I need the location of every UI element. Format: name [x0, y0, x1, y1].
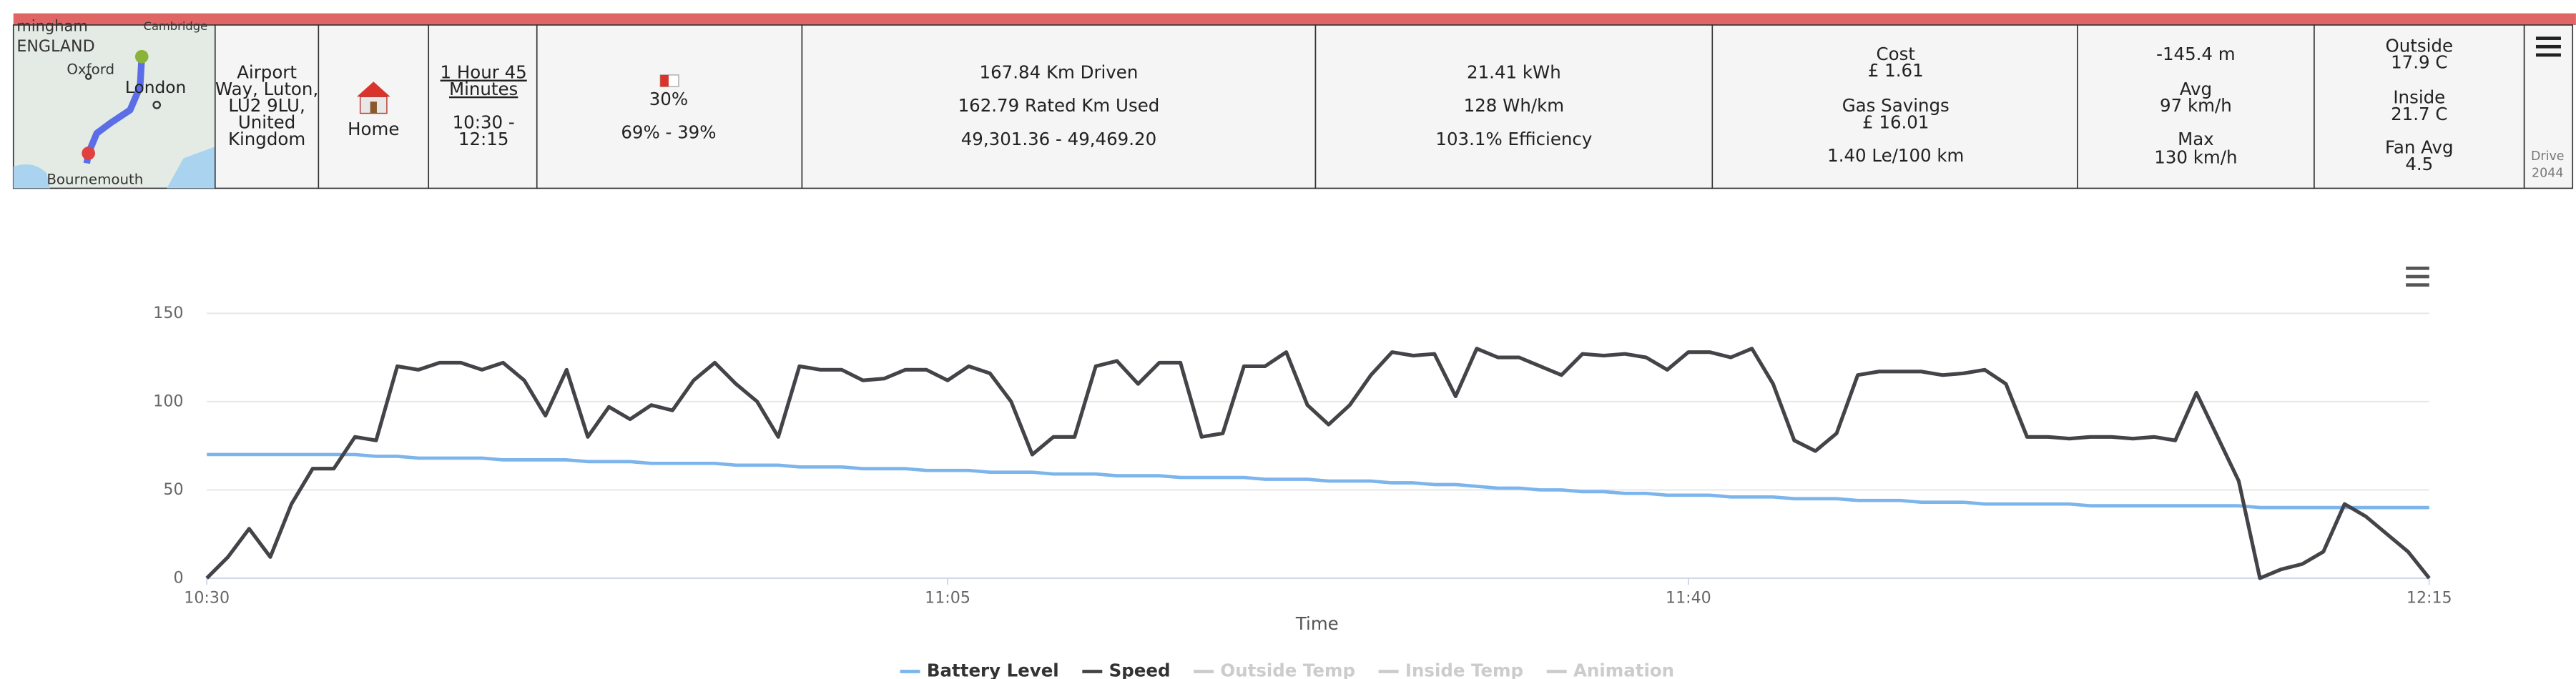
cost: Cost	[1877, 44, 1916, 64]
temp: Outside	[2386, 35, 2454, 56]
y-tick-label: 0	[173, 568, 183, 587]
map-label: London	[125, 78, 186, 97]
cell	[801, 24, 1317, 189]
cell	[214, 24, 320, 189]
legend-item[interactable]: Animation	[1546, 660, 1674, 679]
x-tick-label: 12:15	[2407, 588, 2452, 607]
home-icon	[356, 81, 390, 114]
legend: Battery Level Speed Outside Temp Inside Tem…	[900, 660, 1674, 679]
cell	[1711, 24, 2078, 189]
speed: Avg	[2180, 79, 2212, 99]
map-label: ENGLAND	[16, 37, 94, 56]
map-bg	[12, 24, 216, 189]
y-tick-label: 50	[163, 480, 183, 499]
map-label: Cambridge	[144, 19, 208, 33]
temp: Inside	[2393, 87, 2445, 108]
x-tick-label: 11:40	[1666, 588, 1711, 607]
y-tick-label: 100	[153, 392, 183, 410]
temp: 4.5	[2405, 154, 2433, 174]
city-dot	[84, 73, 92, 80]
series-line	[207, 452, 2429, 510]
drive-label: Drive	[2531, 149, 2565, 164]
water	[167, 147, 215, 189]
legend-item[interactable]: Speed	[1082, 660, 1170, 679]
elevation: -145.4 m	[2156, 44, 2236, 64]
city-dot	[152, 101, 162, 109]
speed: Max	[2178, 129, 2214, 149]
cell	[536, 24, 803, 189]
legend-label: Speed	[1109, 660, 1171, 679]
address-line: Airport	[237, 62, 297, 83]
address-link[interactable]: Airport Way, Luton, LU2 9LU, United King…	[215, 62, 318, 149]
speed: 97 km/h	[2160, 95, 2232, 116]
series-line	[205, 347, 2431, 580]
x-tick-label: 10:30	[184, 588, 230, 607]
cost: £ 16.01	[1862, 112, 1929, 133]
time-range: 10:30 -	[453, 112, 515, 133]
chart-menu[interactable]	[2406, 267, 2429, 287]
status-bar	[13, 13, 2576, 25]
legend-label: Battery Level	[927, 660, 1059, 679]
odometer: 49,301.36 - 49,469.20	[961, 129, 1156, 149]
legend-label: Outside Temp	[1220, 660, 1355, 679]
battery-level: 30%	[649, 89, 688, 109]
cell	[428, 24, 538, 189]
energy: 103.1% Efficiency	[1435, 129, 1592, 149]
cost: Gas Savings	[1842, 95, 1950, 116]
legend-label: Inside Temp	[1405, 660, 1523, 679]
duration[interactable]: 1 Hour 45	[441, 62, 527, 83]
map-label: mingham	[16, 17, 87, 34]
battery-range: 69% - 39%	[621, 122, 716, 143]
cell	[2523, 24, 2574, 189]
place: Home	[348, 119, 399, 139]
map[interactable]: mingham ENGLAND Oxford London Bournemout…	[12, 17, 216, 189]
water	[13, 164, 51, 189]
address-line: Way, Luton,	[215, 79, 318, 99]
energy: 21.41 kWh	[1467, 62, 1561, 83]
cost: £ 1.61	[1868, 60, 1924, 81]
temp: Fan Avg	[2385, 137, 2453, 157]
legend-item[interactable]: Inside Temp	[1378, 660, 1523, 679]
legend-item[interactable]: Battery Level	[900, 660, 1059, 679]
y-tick-label: 150	[153, 304, 183, 322]
address-line: Kingdom	[228, 129, 305, 149]
cell	[1314, 24, 1714, 189]
map-label: Oxford	[67, 61, 114, 77]
time-range: 12:15	[458, 129, 509, 149]
cell	[2077, 24, 2315, 189]
x-axis-title: Time	[1295, 613, 1339, 634]
legend-label: Animation	[1573, 660, 1674, 679]
address-line: LU2 9LU,	[228, 95, 305, 116]
temp: 17.9 C	[2391, 52, 2447, 73]
speed: 130 km/h	[2154, 147, 2237, 167]
start-marker	[134, 49, 149, 64]
map-label: Bournemouth	[46, 171, 143, 187]
menu-button[interactable]	[2535, 36, 2561, 57]
temp: 21.7 C	[2391, 104, 2447, 124]
energy: 128 Wh/km	[1464, 95, 1564, 116]
battery-icon	[659, 74, 679, 87]
drive-id: 2044	[2532, 166, 2563, 180]
cost: 1.40 Le/100 km	[1827, 145, 1964, 166]
end-marker	[82, 147, 95, 160]
x-tick-label: 11:05	[925, 588, 970, 607]
legend-item[interactable]: Outside Temp	[1194, 660, 1355, 679]
distance: 167.84 Km Driven	[980, 62, 1139, 83]
address-line: United	[238, 112, 295, 133]
distance: 162.79 Rated Km Used	[958, 95, 1160, 116]
duration[interactable]: Minutes	[449, 79, 518, 99]
